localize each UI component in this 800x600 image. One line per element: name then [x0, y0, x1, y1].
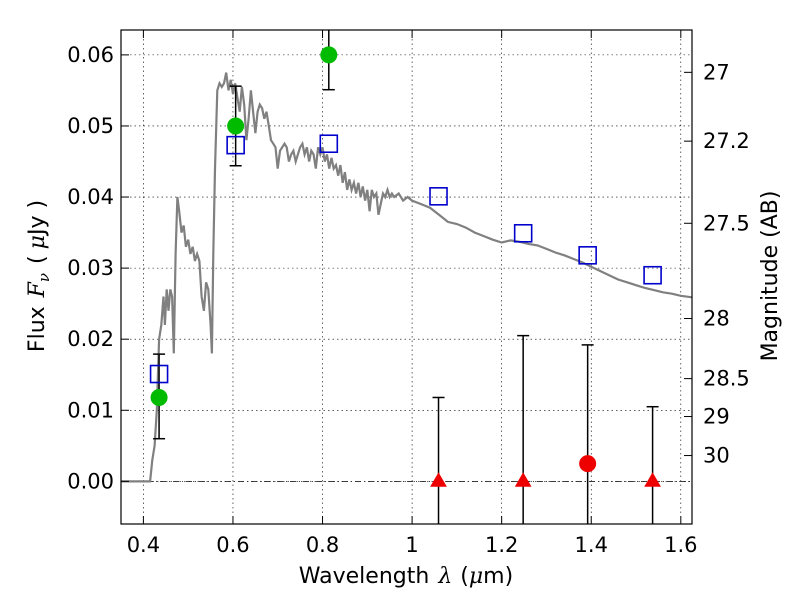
y-axis-label-symbol: F	[25, 281, 50, 298]
model-sed-line	[121, 72, 692, 483]
x-tick-label: 0.6	[216, 533, 249, 557]
y-tick-labels: 0.00 0.01 0.02 0.03 0.04 0.05 0.06	[67, 43, 114, 493]
x-axis-label-unit-mu: μ	[469, 564, 483, 589]
magnitude-tick-labels: 27 27.2 27.5 28 28.5 29 30	[703, 60, 750, 467]
y-tick-label: 0.05	[67, 114, 114, 138]
model-band-square	[149, 364, 169, 384]
y-tick-label: 0.04	[67, 185, 114, 209]
x-tick-label: 0.8	[306, 533, 339, 557]
plot-frame	[120, 29, 693, 525]
model-band-square	[429, 187, 448, 206]
data-markers	[149, 46, 662, 487]
magnitude-tick-label: 27.5	[703, 211, 750, 235]
x-axis-label-text: Wavelength	[299, 564, 430, 589]
axis-ticks	[121, 30, 692, 524]
nondetection-triangle	[644, 472, 661, 487]
x-tick-label: 0.4	[127, 533, 160, 557]
y-tick-label: 0.01	[67, 398, 114, 422]
x-tick-label: 1.4	[575, 533, 608, 557]
x-tick-label: 1.2	[485, 533, 518, 557]
y-axis-label-unit-mu: μ	[25, 235, 50, 249]
model-band-square	[513, 223, 533, 243]
y-axis-label-subscript: ν	[35, 273, 53, 282]
detection-point	[227, 117, 245, 135]
nondetection-triangle	[430, 472, 447, 487]
magnitude-tick-label: 27	[703, 60, 730, 84]
magnitude-axis-label: Magnitude (AB)	[758, 191, 783, 362]
nondetection-triangle	[514, 472, 532, 487]
y-tick-label: 0.02	[67, 327, 114, 351]
y-tick-label: 0.03	[67, 256, 114, 280]
model-band-square	[578, 246, 597, 265]
x-tick-labels: 0.4 0.6 0.8 1 1.2 1.4 1.6	[127, 533, 698, 557]
x-tick-label: 1	[405, 533, 418, 557]
magnitude-tick-label: 28	[703, 307, 730, 331]
magnitude-tick-label: 29	[703, 405, 730, 429]
model-band-square	[319, 134, 339, 154]
x-axis-label-symbol: λ	[437, 564, 452, 589]
y-axis-label-text: Flux	[25, 306, 50, 352]
nondetection-point	[579, 455, 597, 473]
error-bars	[153, 30, 659, 524]
x-tick-label: 1.6	[664, 533, 697, 557]
y-tick-label: 0.00	[67, 469, 114, 493]
y-axis-label-unit-rest: Jy )	[25, 200, 50, 237]
x-axis-label-unit-rest: m)	[483, 564, 513, 589]
y-axis-label: Flux Fν ( μJy )	[25, 200, 53, 352]
model-band-square	[643, 265, 662, 285]
y-axis-label-unit-open: (	[25, 255, 50, 264]
y-tick-label: 0.06	[67, 43, 114, 67]
magnitude-tick-label: 30	[703, 444, 730, 468]
grid	[121, 30, 692, 524]
x-axis-label: Wavelength λ (μm)	[299, 564, 513, 589]
x-axis-label-unit-open: (	[460, 564, 469, 589]
magnitude-tick-label: 28.5	[703, 367, 750, 391]
detection-point	[320, 46, 338, 64]
detection-point	[150, 388, 168, 406]
model-band-square	[226, 135, 245, 155]
magnitude-tick-label: 27.2	[703, 129, 750, 153]
